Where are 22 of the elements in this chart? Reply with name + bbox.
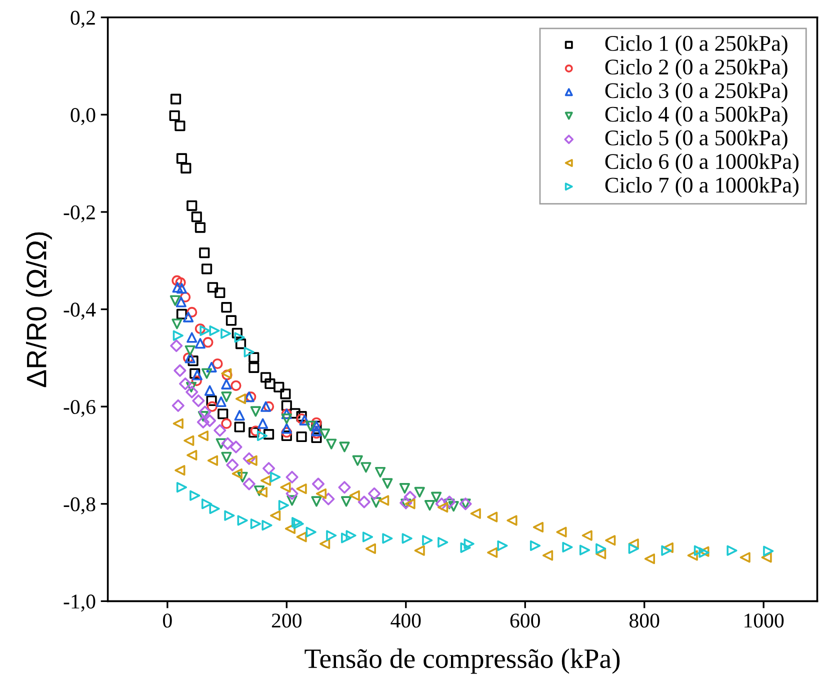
legend-label: Ciclo 2 (0 a 250kPa)	[605, 58, 788, 80]
legend-label: Ciclo 6 (0 a 1000kPa)	[605, 153, 798, 174]
y-tick-label: -0,8	[64, 497, 96, 514]
legend-label: Ciclo 5 (0 a 500kPa)	[605, 130, 788, 150]
x-tick-label: 1000	[744, 614, 784, 628]
y-tick-label: 0,2	[70, 10, 95, 28]
y-tick-label: 0,0	[70, 108, 96, 126]
x-tick-label: 200	[272, 614, 302, 628]
x-tick-label: 0	[163, 614, 172, 628]
x-tick-label: 400	[390, 614, 421, 628]
x-axis-title: Tensão de compressão (kPa)	[304, 648, 620, 674]
legend-label: Ciclo 7 (0 a 1000kPa)	[605, 177, 798, 198]
x-tick-label: 800	[630, 614, 660, 628]
y-tick-label: -1,0	[64, 594, 96, 612]
legend-label: Ciclo 4 (0 a 500kPa)	[605, 106, 788, 126]
legend-label: Ciclo 1 (0 a 250kPa)	[605, 35, 788, 56]
legend-label: Ciclo 3 (0 a 250kPa)	[605, 82, 788, 103]
y-axis-title: ΔR/R0 (Ω/Ω)	[26, 232, 52, 388]
y-tick-label: -0,2	[64, 205, 95, 222]
x-tick-label: 600	[510, 614, 540, 628]
y-tick-label: -0,6	[64, 400, 96, 418]
y-tick-label: -0,4	[64, 302, 96, 320]
